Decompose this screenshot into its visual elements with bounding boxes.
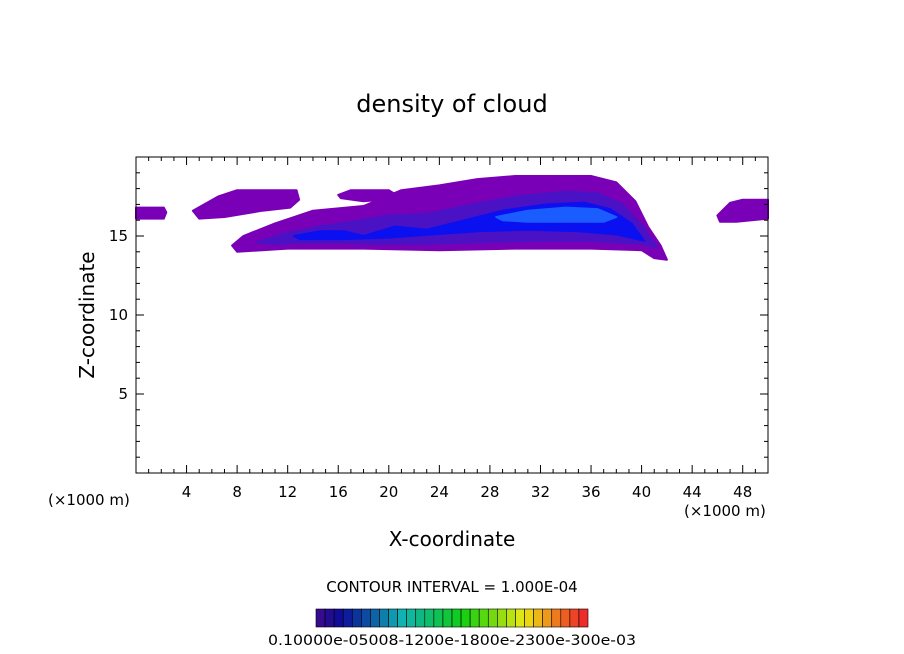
colorbar-swatch: [424, 608, 435, 628]
colorbar-swatch: [524, 608, 534, 628]
colorbar-swatch: [515, 608, 525, 628]
colorbar-swatch: [342, 608, 353, 628]
x-tick-label: 12: [278, 483, 297, 501]
x-tick-label: 8: [232, 483, 242, 501]
x-tick-label: 20: [379, 483, 398, 501]
colorbar-swatch: [379, 608, 389, 628]
colorbar-labels: 0.10000e-05008-1200e-1800e-2300e-300e-03: [268, 633, 636, 649]
y-tick-label: 10: [109, 306, 128, 324]
colorbar-swatch: [542, 608, 553, 628]
colorbar-swatch: [370, 608, 380, 628]
plot-area: [135, 175, 769, 261]
colorbar-swatch: [478, 608, 489, 628]
colorbar-swatch: [569, 608, 580, 628]
chart-title: density of cloud: [356, 90, 547, 118]
colorbar: [315, 608, 589, 628]
colorbar-swatch: [578, 608, 589, 628]
colorbar-swatch: [497, 608, 507, 628]
colorbar-swatch: [415, 608, 426, 628]
colorbar-swatch: [533, 608, 543, 628]
x-tick-label: 16: [329, 483, 348, 501]
contour-interval-text: CONTOUR INTERVAL = 1.000E-04: [326, 578, 577, 596]
x-tick-label: 36: [581, 483, 600, 501]
x-unit-label-right: (×1000 m): [684, 502, 766, 520]
colorbar-swatch: [433, 608, 444, 628]
y-tick-label: 15: [109, 227, 128, 245]
colorbar-swatch: [506, 608, 516, 628]
x-tick-label: 40: [632, 483, 651, 501]
y-tick-label: 5: [118, 385, 128, 403]
colorbar-swatch: [551, 608, 562, 628]
colorbar-swatch: [451, 608, 462, 628]
x-tick-label: 44: [683, 483, 702, 501]
colorbar-swatch: [460, 608, 471, 628]
colorbar-swatch: [406, 608, 417, 628]
x-unit-label-left: (×1000 m): [48, 491, 130, 509]
colorbar-swatch: [469, 608, 480, 628]
x-tick-label: 24: [430, 483, 449, 501]
cloud-region-1: [191, 189, 301, 220]
colorbar-swatch: [315, 608, 326, 628]
x-tick-label: 28: [480, 483, 499, 501]
colorbar-swatch: [324, 608, 335, 628]
colorbar-swatch: [487, 608, 498, 628]
colorbar-swatch: [442, 608, 453, 628]
colorbar-swatch: [560, 608, 571, 628]
colorbar-swatch: [351, 608, 362, 628]
x-tick-label: 32: [531, 483, 550, 501]
x-axis-label: X-coordinate: [389, 527, 516, 551]
x-tick-label: 4: [182, 483, 192, 501]
y-axis-label: Z-coordinate: [75, 251, 99, 378]
colorbar-swatch: [333, 608, 344, 628]
cloud-region-0: [135, 206, 168, 220]
colorbar-swatch: [388, 608, 398, 628]
x-tick-label: 48: [733, 483, 752, 501]
cloud-region-7: [495, 206, 618, 223]
colorbar-swatch: [397, 608, 407, 628]
cloud-region-3: [716, 198, 769, 223]
colorbar-swatch: [361, 608, 371, 628]
